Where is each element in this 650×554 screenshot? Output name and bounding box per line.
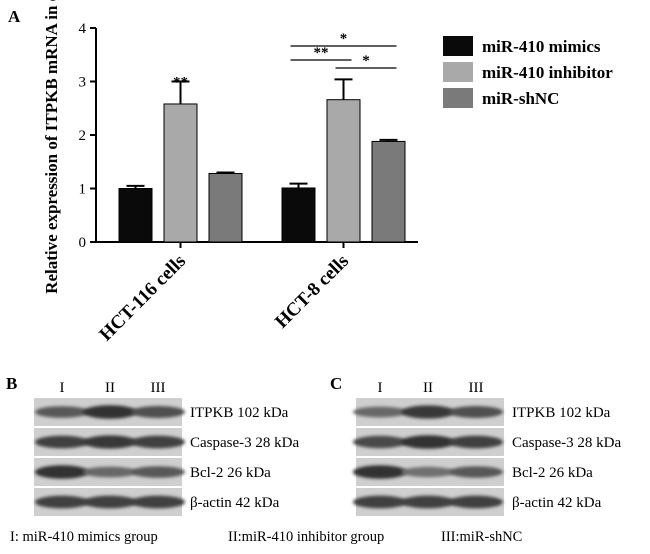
x-tick-label: HCT-8 cells [271, 251, 353, 333]
legend-label: miR-410 inhibitor [482, 63, 613, 82]
blot-band [401, 405, 455, 419]
blot-band [131, 495, 185, 509]
blot-row-label: Bcl-2 26 kDa [190, 465, 271, 481]
lane-label: I [60, 380, 65, 396]
blot-band [83, 435, 137, 449]
lane-label: III [469, 380, 484, 396]
y-tick-label: 0 [79, 235, 87, 251]
blot-band [353, 406, 407, 418]
y-axis-title: Relative expression of ITPKB mRNA in cel… [42, 0, 61, 294]
lane-label: II [105, 380, 115, 396]
blot-row-label: ITPKB 102 kDa [190, 405, 289, 421]
footer-group-2: II:miR-410 inhibitor group [228, 529, 384, 545]
footer-group-3: III:miR-shNC [441, 529, 522, 545]
bar [371, 140, 406, 243]
blot-band [401, 435, 455, 449]
blot-band [35, 465, 89, 479]
significance-marker: * [362, 53, 370, 69]
legend-swatch [443, 88, 473, 108]
y-tick-label: 2 [79, 128, 87, 144]
bar [118, 188, 153, 243]
blot-band [83, 405, 137, 419]
significance-marker: ** [173, 75, 188, 91]
blot-band [35, 495, 89, 509]
blot-band [449, 495, 503, 509]
panel-b-label: B [6, 374, 17, 393]
bar [326, 99, 361, 243]
footer-group-1: I: miR-410 mimics group [10, 529, 158, 545]
lane-label: III [151, 380, 166, 396]
y-tick-label: 4 [79, 21, 87, 37]
bar [281, 187, 316, 243]
blot-band [131, 466, 185, 478]
blot-band [83, 495, 137, 509]
panel-a-label: A [8, 7, 21, 26]
blot-band [353, 465, 407, 479]
blot-row-label: β-actin 42 kDa [512, 495, 602, 511]
legend-label: miR-shNC [482, 89, 559, 108]
blot-band [449, 435, 503, 449]
blot-band [131, 406, 185, 418]
significance-marker: ** [314, 45, 329, 61]
bar [163, 103, 198, 243]
lane-label: II [423, 380, 433, 396]
blot-row-label: Bcl-2 26 kDa [512, 465, 593, 481]
legend-swatch [443, 36, 473, 56]
legend: miR-410 mimics miR-410 inhibitor miR-shNC [443, 36, 613, 108]
blot-band [35, 406, 89, 418]
bar-group [118, 78, 406, 243]
blot-row-label: Caspase-3 28 kDa [512, 435, 621, 451]
blot-band [401, 495, 455, 509]
significance-annotations: ****** [173, 31, 397, 91]
blot-row-label: β-actin 42 kDa [190, 495, 280, 511]
blot-band [353, 435, 407, 449]
blot-band [449, 406, 503, 418]
blot-band [131, 435, 185, 449]
lane-label: I [378, 380, 383, 396]
y-tick-label: 3 [79, 75, 87, 91]
blot-band [401, 466, 455, 478]
legend-swatch [443, 62, 473, 82]
chart-axes: 0 1 2 3 4 HCT-116 cells HCT-8 cells [79, 21, 418, 346]
blot-band [353, 495, 407, 509]
blot-band [449, 466, 503, 478]
blot-band [35, 435, 89, 449]
blot-row-label: ITPKB 102 kDa [512, 405, 611, 421]
bar [208, 173, 243, 243]
significance-marker: * [340, 31, 348, 47]
x-tick-label: HCT-116 cells [95, 251, 190, 346]
blot-row-label: Caspase-3 28 kDa [190, 435, 299, 451]
legend-label: miR-410 mimics [482, 37, 601, 56]
panel-c-label: C [330, 374, 342, 393]
blot-band [83, 466, 137, 478]
y-tick-label: 1 [79, 182, 87, 198]
